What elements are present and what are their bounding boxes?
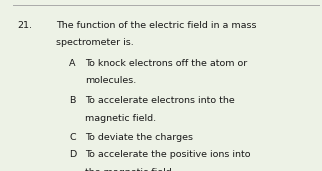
Text: To knock electrons off the atom or: To knock electrons off the atom or: [85, 59, 248, 68]
Text: To accelerate the positive ions into: To accelerate the positive ions into: [85, 150, 251, 159]
Text: C: C: [69, 133, 76, 142]
Text: A: A: [69, 59, 76, 68]
Text: The function of the electric field in a mass: The function of the electric field in a …: [56, 21, 257, 30]
Text: molecules.: molecules.: [85, 76, 137, 85]
Text: 21.: 21.: [18, 21, 33, 30]
Text: magnetic field.: magnetic field.: [85, 114, 156, 123]
Text: To accelerate electrons into the: To accelerate electrons into the: [85, 96, 235, 105]
Text: To deviate the charges: To deviate the charges: [85, 133, 193, 142]
Text: the magnetic field.: the magnetic field.: [85, 168, 175, 171]
Text: D: D: [69, 150, 77, 159]
Text: B: B: [69, 96, 76, 105]
Text: spectrometer is.: spectrometer is.: [56, 38, 134, 47]
